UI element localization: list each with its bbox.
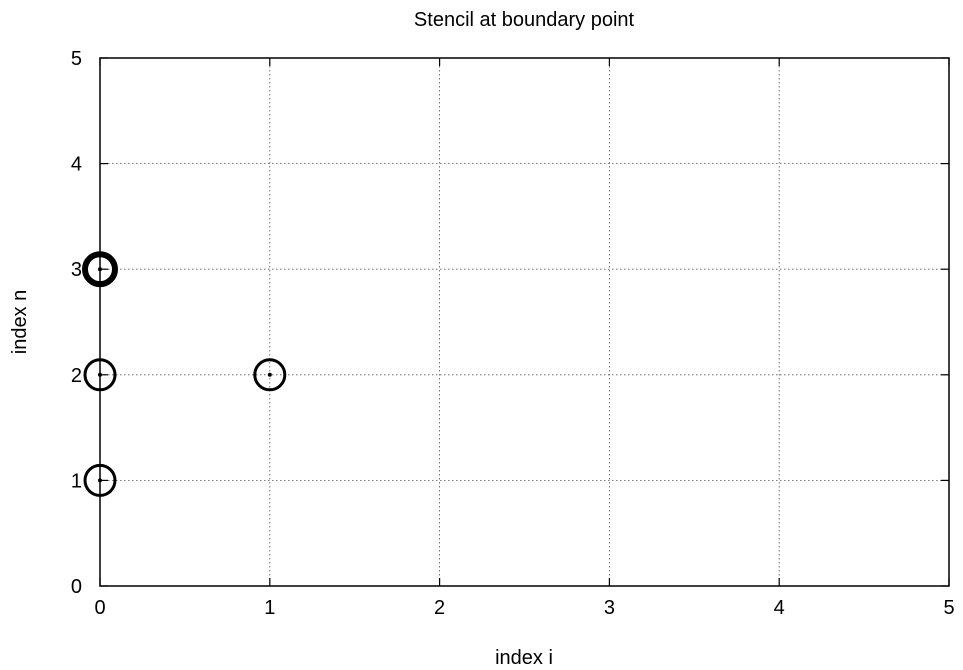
y-axis-label: index n — [9, 290, 31, 355]
x-tick-label: 3 — [604, 597, 615, 619]
stencil-point — [253, 358, 287, 392]
chart-title: Stencil at boundary point — [414, 9, 635, 31]
y-tick-label: 2 — [71, 365, 82, 387]
data-points — [82, 251, 287, 497]
stencil-point-center — [98, 372, 102, 377]
y-tick-label: 5 — [71, 48, 82, 70]
stencil-point-bold — [82, 251, 118, 288]
plot-frame — [99, 57, 950, 587]
x-tick-label: 4 — [774, 597, 785, 619]
x-tick-label: 0 — [94, 597, 105, 619]
grid — [100, 58, 949, 586]
x-tick-label: 2 — [434, 597, 445, 619]
stencil-point — [83, 358, 117, 392]
y-tick-label: 1 — [71, 470, 82, 492]
y-tick-label: 0 — [71, 576, 82, 598]
stencil-point — [83, 463, 117, 497]
y-tick-label: 4 — [71, 154, 82, 176]
stencil-point-center — [98, 267, 102, 272]
stencil-point-center — [98, 478, 102, 483]
axis-ticks — [99, 57, 950, 587]
x-tick-labels: 0 1 2 3 4 5 — [94, 597, 954, 619]
x-tick-label: 5 — [943, 597, 954, 619]
y-tick-labels: 0 1 2 3 4 5 — [71, 48, 82, 598]
x-tick-label: 1 — [264, 597, 275, 619]
x-axis-label: index i — [495, 647, 553, 669]
stencil-point-center — [267, 372, 272, 377]
y-tick-label: 3 — [71, 259, 82, 281]
